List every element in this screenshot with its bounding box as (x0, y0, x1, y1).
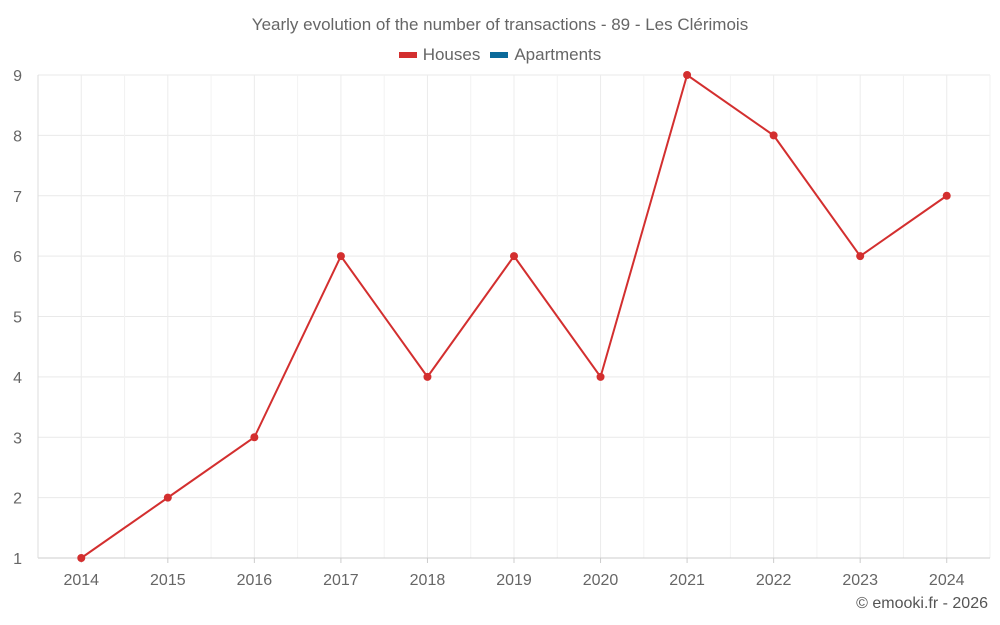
x-tick-label: 2023 (842, 572, 878, 589)
data-point (942, 191, 951, 200)
y-tick-label: 8 (13, 128, 22, 145)
data-point (769, 131, 778, 140)
chart-title: Yearly evolution of the number of transa… (251, 15, 749, 34)
data-point (250, 433, 259, 442)
data-point (596, 372, 605, 381)
y-tick-label: 3 (13, 430, 22, 447)
y-axis-labels: 1 2 3 4 5 6 7 8 9 (13, 68, 22, 568)
x-tick-label: 2024 (929, 572, 965, 589)
y-tick-label: 2 (13, 491, 22, 508)
x-tick-label: 2017 (323, 572, 359, 589)
y-tick-label: 5 (13, 310, 22, 327)
legend-label-apartments: Apartments (514, 45, 602, 64)
x-axis-labels: 2014 2015 2016 2017 2018 2019 2020 2021 2022 2023… (63, 572, 964, 589)
data-point (336, 252, 345, 261)
legend-swatch-apartments (490, 52, 509, 58)
legend-swatch-houses (398, 52, 417, 58)
footer-credit: © emooki.fr - 2026 (856, 595, 988, 612)
x-tick-label: 2016 (237, 572, 273, 589)
axes (37, 75, 990, 563)
legend-item-houses[interactable]: Houses (398, 45, 481, 65)
x-tick-label: 2014 (63, 572, 99, 589)
data-point (510, 252, 518, 261)
x-tick-label: 2022 (756, 572, 792, 589)
data-point (77, 554, 86, 562)
data-point (163, 493, 172, 502)
legend-label-houses: Houses (422, 45, 481, 64)
legend: Houses Apartments (0, 45, 1000, 65)
series-group (77, 71, 951, 562)
legend-item-apartments[interactable]: Apartments (490, 45, 601, 65)
y-tick-label: 9 (13, 68, 22, 85)
data-point (423, 372, 432, 381)
y-tick-label: 7 (13, 189, 22, 206)
grid (37, 74, 991, 559)
x-tick-label: 2019 (496, 572, 532, 589)
data-point (683, 71, 692, 79)
y-tick-label: 1 (13, 551, 22, 568)
y-tick-label: 4 (13, 370, 22, 387)
x-tick-label: 2020 (583, 572, 619, 589)
data-point (856, 252, 865, 261)
x-tick-label: 2015 (150, 572, 186, 589)
x-tick-label: 2018 (410, 572, 446, 589)
x-tick-label: 2021 (669, 572, 705, 589)
y-tick-label: 6 (13, 249, 22, 266)
